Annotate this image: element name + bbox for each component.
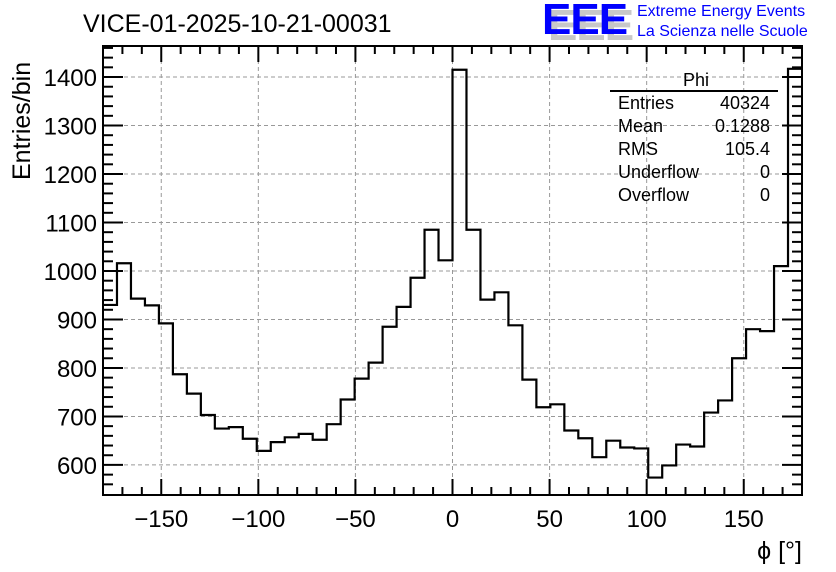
histogram-bin xyxy=(355,379,369,495)
histogram-bin xyxy=(187,394,201,495)
stats-label: Entries xyxy=(618,93,675,113)
x-tick-label: 150 xyxy=(724,506,764,533)
histogram-bin xyxy=(453,70,467,495)
histogram-bin xyxy=(397,307,411,495)
x-tick-label: 100 xyxy=(627,506,667,533)
x-tick-label: −150 xyxy=(134,506,188,533)
histogram-bin xyxy=(676,445,690,495)
y-axis-label: Entries/bin xyxy=(8,61,36,180)
y-tick-label: 800 xyxy=(57,356,97,383)
histogram-bin xyxy=(718,400,732,495)
stats-value: 0.1288 xyxy=(714,116,770,136)
plot-frame xyxy=(102,45,803,496)
histogram-bin xyxy=(508,325,522,495)
stats-label: Mean xyxy=(618,116,664,136)
stats-label: RMS xyxy=(618,139,658,159)
y-tick-label: 1300 xyxy=(44,114,97,141)
y-tick-label: 1200 xyxy=(44,162,97,189)
histogram-bin xyxy=(578,438,592,495)
y-tick-label: 1000 xyxy=(44,259,97,286)
y-tick-label: 600 xyxy=(57,453,97,480)
histogram-bin xyxy=(201,415,215,495)
stats-title: Phi xyxy=(610,70,778,92)
histogram-line xyxy=(103,67,802,479)
histogram-bin xyxy=(704,413,718,495)
y-tick-label: 1400 xyxy=(44,65,97,92)
histogram-bin xyxy=(774,266,788,495)
histogram-bin xyxy=(383,327,397,495)
x-tick-label: −50 xyxy=(335,506,376,533)
histogram-bin xyxy=(648,478,662,495)
histogram-bin xyxy=(117,263,131,495)
y-tick-label: 700 xyxy=(57,404,97,431)
histogram-bin xyxy=(564,431,578,495)
histogram-bin xyxy=(592,457,606,495)
histogram-bin xyxy=(243,439,257,495)
histogram-bin xyxy=(466,230,480,495)
histogram-bin xyxy=(131,299,145,495)
stats-value: 40324 xyxy=(719,93,770,113)
histogram-bin xyxy=(536,407,550,495)
stats-label: Underflow xyxy=(618,162,700,182)
histogram-bin xyxy=(746,329,760,495)
histogram-bin xyxy=(550,404,564,495)
histogram-bin xyxy=(285,437,299,495)
x-axis-label: ϕ [°] xyxy=(757,537,802,565)
stats-row-underflow: Underflow 0 xyxy=(610,161,778,184)
stats-box: Phi Entries 40324 Mean 0.1288 RMS 105.4 Und… xyxy=(610,70,778,207)
y-tick-label: 1100 xyxy=(45,210,97,237)
stats-row-overflow: Overflow 0 xyxy=(610,184,778,207)
histogram-bin xyxy=(480,300,494,495)
histogram-bin xyxy=(425,230,439,495)
histogram-bin xyxy=(788,69,802,495)
y-tick-label: 900 xyxy=(57,307,97,334)
histogram-bin xyxy=(341,399,355,495)
histogram-bin xyxy=(522,380,536,495)
histogram-bin xyxy=(411,278,425,495)
histogram-bin xyxy=(690,447,704,495)
histogram-bin xyxy=(760,331,774,495)
histogram-bin xyxy=(173,374,187,495)
stats-row-rms: RMS 105.4 xyxy=(610,138,778,161)
x-tick-label: 0 xyxy=(446,506,459,533)
histogram-bin xyxy=(229,427,243,495)
histogram-bin xyxy=(313,440,327,495)
plot-title: VICE-01-2025-10-21-00031 xyxy=(83,10,392,38)
histogram-bin xyxy=(606,441,620,495)
logo-line-2: La Scienza nelle Scuole xyxy=(637,23,808,40)
histogram-bin xyxy=(662,465,676,495)
stats-row-entries: Entries 40324 xyxy=(610,92,778,115)
stats-row-mean: Mean 0.1288 xyxy=(610,115,778,138)
x-tick-label: 50 xyxy=(536,506,563,533)
stats-value: 105.4 xyxy=(724,139,770,159)
histogram-bin xyxy=(369,363,383,495)
histogram-bin xyxy=(103,305,117,495)
histogram-bin xyxy=(145,305,159,495)
logo-caption: Extreme Energy Events La Scienza nelle S… xyxy=(637,2,808,42)
stats-label: Overflow xyxy=(618,185,690,205)
logo-letters: EEE xyxy=(542,0,628,44)
eee-logo: EEE xyxy=(542,0,637,46)
stats-value: 0 xyxy=(759,185,770,205)
logo-line-1: Extreme Energy Events xyxy=(637,3,806,20)
stats-value: 0 xyxy=(759,162,770,182)
histogram-bin xyxy=(327,424,341,495)
histogram-bin xyxy=(215,429,229,495)
x-tick-label: −100 xyxy=(231,506,285,533)
histogram-bin xyxy=(439,260,453,495)
